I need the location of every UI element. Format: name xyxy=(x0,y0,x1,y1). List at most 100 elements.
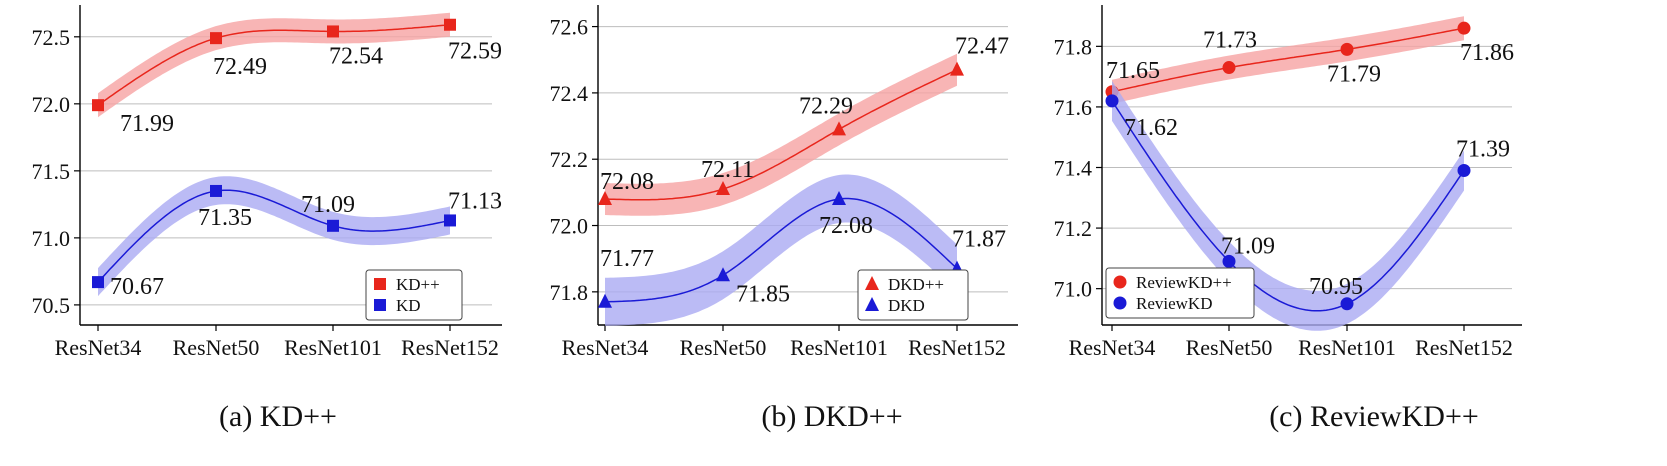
chart-panel-2: 71.8 72.0 72.2 72.4 72.6 ResNet34 ResNet50 ResN… xyxy=(550,5,1018,360)
y-tick-label: 72.0 xyxy=(550,214,589,239)
data-point xyxy=(716,181,730,196)
data-label: 71.65 xyxy=(1106,58,1160,84)
legend-marker xyxy=(865,297,879,311)
data-label: 71.79 xyxy=(1327,61,1381,87)
caption-c: (c) ReviewKD++ xyxy=(1269,400,1479,433)
y-tick-label: 71.5 xyxy=(32,159,71,184)
data-label: 71.85 xyxy=(736,281,790,307)
data-label: 71.77 xyxy=(600,246,654,272)
data-point xyxy=(1340,297,1354,311)
legend-label: DKD xyxy=(888,296,925,315)
legend: KD++ KD xyxy=(365,269,463,321)
data-label: 72.08 xyxy=(819,213,873,239)
confidence-band xyxy=(98,12,450,118)
chart-panel-1: 70.5 71.0 71.5 72.0 72.5 ResNet34 ResNet50 ResN… xyxy=(32,5,502,360)
data-label: 72.54 xyxy=(329,43,383,69)
data-label: 71.39 xyxy=(1456,137,1510,163)
series-line xyxy=(604,197,958,303)
x-tick-label: ResNet50 xyxy=(680,335,767,360)
x-tick-label: ResNet152 xyxy=(1415,335,1513,360)
legend-box xyxy=(857,269,969,321)
data-label: 71.13 xyxy=(448,188,502,214)
y-tick-label: 71.8 xyxy=(1054,34,1093,59)
data-point xyxy=(327,219,339,232)
series-line xyxy=(1111,27,1465,93)
data-label: 71.86 xyxy=(1460,40,1514,66)
x-tick-label: ResNet50 xyxy=(173,335,260,360)
legend-marker xyxy=(1113,296,1127,310)
data-point xyxy=(832,121,846,136)
x-tick-label: ResNet34 xyxy=(55,335,142,360)
x-tick-label: ResNet50 xyxy=(1186,335,1273,360)
y-tick-label: 72.0 xyxy=(32,92,71,117)
data-label: 70.95 xyxy=(1309,274,1363,300)
data-label: 71.62 xyxy=(1124,115,1178,141)
confidence-band xyxy=(1112,16,1464,104)
confidence-band xyxy=(605,53,957,216)
x-tick-label: ResNet101 xyxy=(284,335,382,360)
data-label: 72.59 xyxy=(448,39,502,65)
data-label: 71.09 xyxy=(301,192,355,218)
data-point xyxy=(1105,94,1119,108)
data-label: 71.35 xyxy=(198,205,252,231)
chart-panel-3: 71.0 71.2 71.4 71.6 71.8 ResNet34 ResNet50 ResN… xyxy=(1054,5,1522,360)
y-tick-label: 71.4 xyxy=(1054,156,1093,181)
data-label: 71.99 xyxy=(120,111,174,137)
y-tick-label: 72.2 xyxy=(550,147,589,172)
y-tick-label: 71.0 xyxy=(32,226,71,251)
x-tick-label: ResNet152 xyxy=(908,335,1006,360)
data-label: 72.11 xyxy=(701,157,754,183)
data-point xyxy=(92,276,104,289)
series-line xyxy=(97,23,451,106)
data-point xyxy=(444,18,456,31)
data-point xyxy=(210,32,222,45)
x-tick-label: ResNet152 xyxy=(401,335,499,360)
data-label: 72.08 xyxy=(600,169,654,195)
data-label: 72.29 xyxy=(799,93,853,119)
data-point xyxy=(1457,164,1471,178)
data-label: 70.67 xyxy=(110,274,164,300)
data-point xyxy=(832,191,846,205)
data-point xyxy=(950,61,964,76)
caption-a: (a) KD++ xyxy=(219,400,337,433)
data-label: 71.09 xyxy=(1221,233,1275,259)
confidence-band xyxy=(1112,80,1464,331)
x-tick-label: ResNet101 xyxy=(1298,335,1396,360)
legend-marker xyxy=(865,276,879,290)
y-tick-label: 71.8 xyxy=(550,280,589,305)
y-tick-label: 71.6 xyxy=(1054,95,1093,120)
legend-marker xyxy=(374,278,386,290)
x-tick-label: ResNet101 xyxy=(790,335,888,360)
data-label: 71.87 xyxy=(952,227,1006,253)
y-tick-label: 71.0 xyxy=(1054,277,1093,302)
series-line xyxy=(97,189,451,283)
legend-box xyxy=(365,269,463,321)
confidence-band xyxy=(98,176,450,297)
data-label: 72.49 xyxy=(213,54,267,80)
legend-label: ReviewKD++ xyxy=(1136,273,1232,292)
confidence-band xyxy=(605,174,957,326)
legend-label: ReviewKD xyxy=(1136,294,1212,313)
legend-label: KD++ xyxy=(396,275,440,294)
x-tick-label: ResNet34 xyxy=(1069,335,1156,360)
data-point xyxy=(210,184,222,197)
series-line xyxy=(1111,100,1465,312)
data-point xyxy=(716,267,730,282)
data-point xyxy=(598,293,612,308)
series-line xyxy=(604,69,958,201)
legend: ReviewKD++ ReviewKD xyxy=(1105,267,1255,319)
legend-box xyxy=(1105,267,1255,319)
data-point xyxy=(327,25,339,38)
x-tick-label: ResNet34 xyxy=(562,335,649,360)
legend: DKD++ DKD xyxy=(857,269,969,321)
data-point xyxy=(92,99,104,112)
data-point xyxy=(598,191,612,205)
y-tick-label: 72.6 xyxy=(550,15,589,40)
legend-marker xyxy=(1113,275,1127,289)
data-point xyxy=(1457,21,1471,35)
y-tick-label: 71.2 xyxy=(1054,216,1093,241)
legend-label: DKD++ xyxy=(888,275,944,294)
data-point xyxy=(1222,254,1236,268)
y-tick-label: 72.4 xyxy=(550,81,589,106)
